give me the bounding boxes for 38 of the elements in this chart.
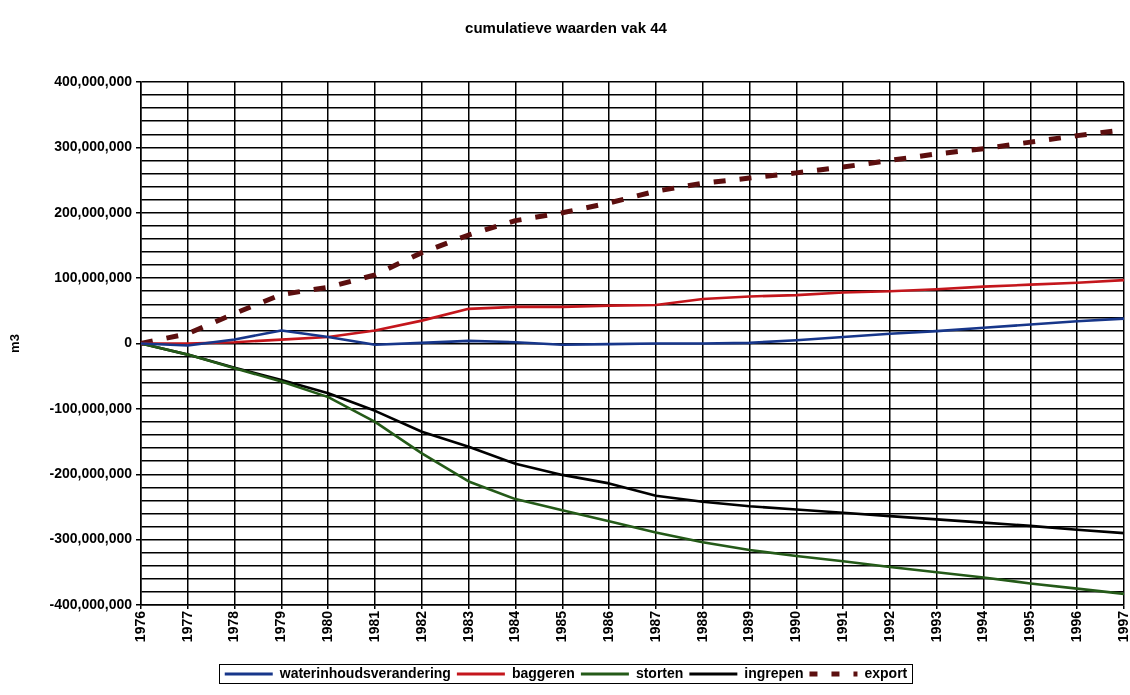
x-tick-label: 1996 xyxy=(1068,610,1085,643)
x-tick-label: 1995 xyxy=(1021,610,1038,643)
y-tick-label: 300,000,000 xyxy=(54,138,133,155)
y-tick-label: 200,000,000 xyxy=(54,203,133,220)
y-tick-label: -300,000,000 xyxy=(49,530,133,547)
legend-label: waterinhoudsverandering xyxy=(278,664,451,681)
y-axis-title: m3 xyxy=(7,334,23,353)
x-tick-label: 1994 xyxy=(974,610,991,643)
legend-label: export xyxy=(864,664,908,681)
x-tick-label: 1989 xyxy=(740,610,757,643)
x-tick-label: 1990 xyxy=(787,610,804,643)
y-tick-label: 100,000,000 xyxy=(54,268,133,285)
x-tick-label: 1984 xyxy=(506,610,523,643)
x-tick-label: 1997 xyxy=(1114,610,1130,643)
x-tick-label: 1986 xyxy=(599,610,616,643)
x-tick-label: 1982 xyxy=(412,610,429,643)
x-tick-label: 1985 xyxy=(553,610,570,643)
legend-label: ingrepen xyxy=(744,664,804,681)
x-tick-label: 1980 xyxy=(319,610,336,643)
y-tick-label: 400,000,000 xyxy=(54,72,133,89)
x-tick-label: 1987 xyxy=(646,610,663,643)
x-tick-label: 1978 xyxy=(225,610,242,643)
x-tick-label: 1977 xyxy=(178,610,195,643)
x-tick-label: 1993 xyxy=(927,610,944,643)
x-tick-label: 1992 xyxy=(880,610,897,643)
y-tick-label: 0 xyxy=(124,334,133,351)
x-tick-label: 1988 xyxy=(693,610,710,643)
x-tick-label: 1976 xyxy=(131,610,148,643)
x-tick-label: 1979 xyxy=(272,610,289,643)
x-tick-label: 1983 xyxy=(459,610,476,643)
y-tick-label: -100,000,000 xyxy=(49,399,133,416)
x-tick-label: 1991 xyxy=(834,610,850,643)
y-tick-label: -200,000,000 xyxy=(49,465,133,482)
y-tick-label: -400,000,000 xyxy=(49,595,133,612)
legend-label: storten xyxy=(635,664,684,681)
legend-label: baggeren xyxy=(511,664,575,681)
chart-title: cumulatieve waarden vak 44 xyxy=(465,19,668,37)
x-tick-label: 1981 xyxy=(365,610,382,643)
